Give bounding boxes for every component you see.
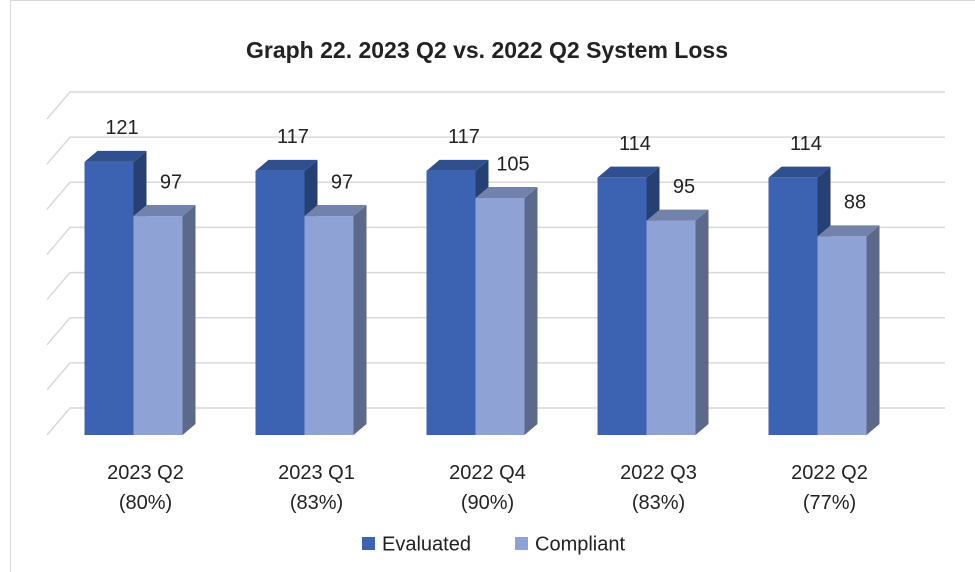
chart-title: Graph 22. 2023 Q2 vs. 2022 Q2 System Los…	[246, 37, 728, 63]
x-tick-label: 2023 Q2 (80%)	[107, 462, 184, 514]
bar-top	[133, 205, 196, 217]
bar-side	[695, 209, 709, 435]
bar-side	[353, 205, 367, 435]
x-tick-label: 2022 Q3 (83%)	[620, 462, 697, 514]
chart-border	[10, 0, 975, 572]
bar-top	[768, 166, 831, 178]
bar-top	[817, 225, 880, 237]
value-label: 88	[844, 192, 866, 214]
bar-top	[84, 150, 147, 162]
bar-top	[597, 166, 660, 178]
bar	[475, 187, 538, 435]
value-label: 117	[277, 126, 309, 148]
value-label: 95	[673, 176, 695, 198]
bar-side	[182, 205, 196, 435]
bar-front	[304, 216, 354, 435]
bar-front	[597, 177, 647, 435]
legend-label: Compliant	[535, 533, 625, 555]
value-label: 114	[790, 133, 822, 155]
grid-line	[46, 91, 945, 120]
bar-front	[475, 198, 525, 435]
bar-front	[84, 161, 134, 435]
bar-top	[475, 187, 538, 198]
bar	[304, 205, 367, 435]
bar	[817, 225, 880, 435]
legend-swatch	[362, 537, 375, 550]
bar-front	[426, 170, 476, 435]
bar	[133, 205, 196, 435]
bar-front	[817, 236, 867, 435]
grid-line	[46, 136, 945, 165]
bar-top	[646, 209, 709, 221]
x-tick-label: 2023 Q1 (83%)	[278, 462, 355, 514]
bar	[646, 209, 709, 435]
bar-front	[255, 170, 305, 435]
bar-top	[255, 159, 318, 171]
value-label: 105	[496, 153, 529, 175]
value-label: 117	[448, 126, 480, 148]
legend-label: Evaluated	[382, 533, 471, 555]
bar-top	[426, 159, 489, 171]
legend-swatch	[515, 537, 528, 550]
value-label: 121	[105, 117, 138, 139]
bar-front	[646, 220, 696, 435]
value-label: 114	[619, 133, 651, 155]
bar-side	[866, 225, 880, 435]
bar-front	[133, 216, 183, 435]
bar-top	[304, 205, 367, 217]
bar-front	[768, 177, 818, 435]
value-label: 97	[331, 171, 353, 193]
bar-side	[524, 187, 538, 435]
value-label: 97	[160, 171, 182, 193]
x-tick-label: 2022 Q2 (77%)	[791, 462, 868, 514]
x-tick-label: 2022 Q4 (90%)	[449, 462, 526, 514]
